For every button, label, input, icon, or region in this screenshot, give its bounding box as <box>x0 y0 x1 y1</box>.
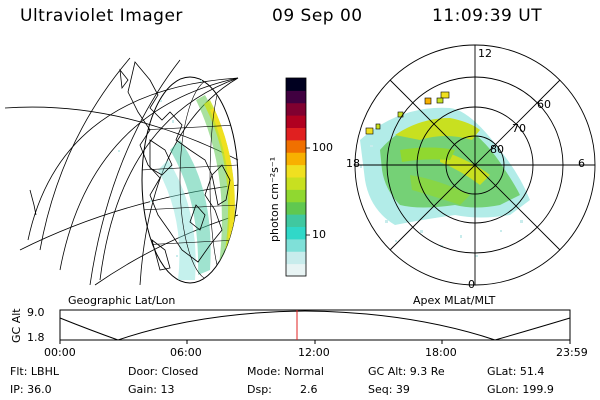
status-gain: Gain: 13 <box>128 383 175 396</box>
colorbar-swatch <box>286 226 306 240</box>
colorbar-swatch <box>286 238 306 252</box>
colorbar-swatch <box>286 115 306 128</box>
status-dsp-value: 2.6 <box>300 383 318 396</box>
status-flt: Flt: LBHL <box>10 365 59 378</box>
colorbar-swatch <box>286 152 306 166</box>
lat-80-label: 80 <box>490 143 504 156</box>
colorbar-tick-10: 10 <box>312 228 326 241</box>
colorbar-swatch <box>286 139 306 153</box>
colorbar-unit-label: photon cm⁻²s⁻¹ <box>268 156 281 242</box>
geo-map-label: Geographic Lat/Lon <box>68 294 176 307</box>
colorbar-swatch <box>286 177 306 190</box>
status-mode: Mode: Normal <box>247 365 324 378</box>
instrument-title: Ultraviolet Imager <box>20 6 183 26</box>
orbit-plot <box>59 309 571 344</box>
colorbar-swatch <box>286 251 306 265</box>
polar-plot <box>354 44 596 286</box>
mlt-0-label: 0 <box>468 278 475 291</box>
lat-70-label: 70 <box>512 122 526 135</box>
mlt-12-label: 12 <box>478 47 492 60</box>
colorbar-swatch <box>286 164 306 178</box>
mlt-18-label: 18 <box>346 157 360 170</box>
orbit-time-2: 12:00 <box>298 346 330 359</box>
status-dsp-label: Dsp: <box>247 383 272 396</box>
orbit-y-bottom: 1.8 <box>27 331 45 344</box>
status-ip: IP: 36.0 <box>10 383 52 396</box>
status-glon: GLon: 199.9 <box>487 383 554 396</box>
time-label: 11:09:39 UT <box>432 6 543 26</box>
colorbar-frame <box>285 77 307 277</box>
orbit-time-0: 00:00 <box>44 346 76 359</box>
colorbar-swatch <box>286 263 306 277</box>
geo-globe <box>4 57 239 286</box>
orbit-y-top: 9.0 <box>27 306 45 319</box>
colorbar-swatch <box>286 90 306 104</box>
status-door: Door: Closed <box>128 365 199 378</box>
polar-plot-label: Apex MLat/MLT <box>413 294 496 307</box>
status-seq: Seq: 39 <box>368 383 410 396</box>
lat-60-label: 60 <box>537 98 551 111</box>
colorbar-swatch <box>286 78 306 91</box>
status-glat: GLat: 51.4 <box>487 365 545 378</box>
date-label: 09 Sep 00 <box>272 6 363 26</box>
colorbar-swatch <box>286 102 306 116</box>
colorbar-swatch <box>286 201 306 215</box>
colorbar-swatch <box>286 214 306 227</box>
colorbar-tick-100: 100 <box>312 141 333 154</box>
mlt-6-label: 6 <box>578 157 585 170</box>
status-gc-alt: GC Alt: 9.3 Re <box>368 365 445 378</box>
orbit-time-4: 23:59 <box>556 346 588 359</box>
colorbar-swatch <box>286 127 306 141</box>
colorbar <box>286 78 306 277</box>
orbit-time-1: 06:00 <box>170 346 202 359</box>
orbit-time-3: 18:00 <box>425 346 457 359</box>
orbit-axis-label: GC Alt <box>10 308 23 343</box>
colorbar-swatch <box>286 189 306 203</box>
